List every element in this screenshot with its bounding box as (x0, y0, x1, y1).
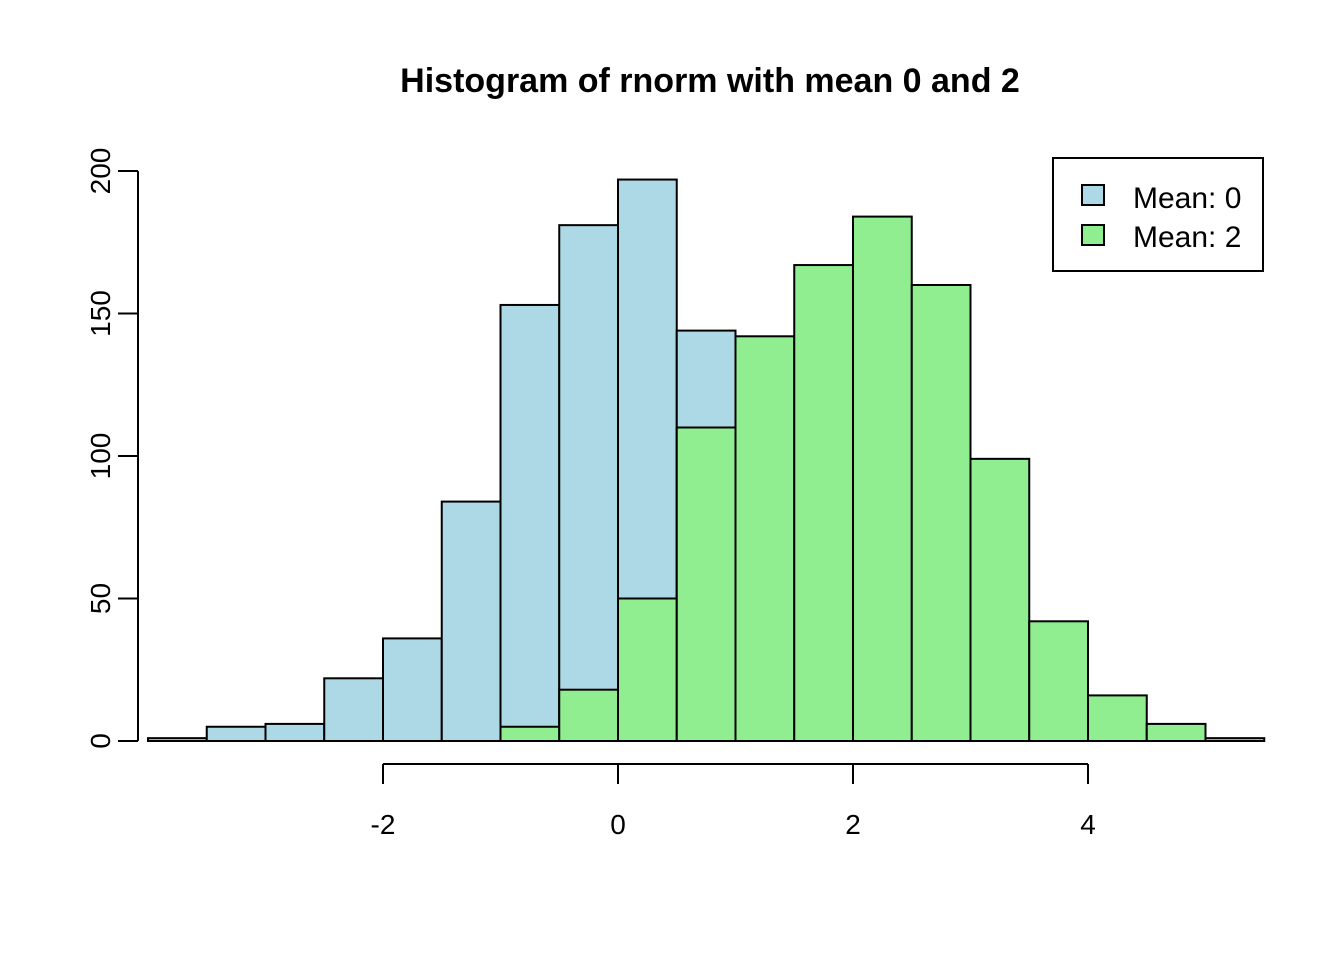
legend-swatch-mean-2 (1081, 224, 1105, 246)
legend-swatch-mean-0 (1081, 184, 1105, 206)
y-axis: 0 50 100 150 200 (85, 148, 139, 749)
x-tick-label: 2 (845, 809, 861, 840)
bar-mean-2-11 (1145, 722, 1207, 743)
x-tick-label: 0 (610, 809, 626, 840)
bar-mean-2-7 (910, 284, 972, 742)
bar-mean-0-2 (264, 722, 326, 743)
bar-mean-2-6 (852, 215, 913, 743)
bar-mean-0-1 (205, 725, 267, 742)
series-mean-2-bars (148, 215, 1266, 743)
y-tick-label: 100 (85, 433, 116, 480)
legend-label-mean-2: Mean: 2 (1133, 221, 1241, 254)
bar-mean-2-8 (969, 457, 1031, 742)
legend-label-mean-0: Mean: 0 (1133, 182, 1241, 215)
legend-box (1052, 157, 1264, 272)
bar-mean-0-4 (382, 637, 443, 743)
y-tick-label: 50 (85, 583, 116, 614)
legend: Mean: 0 Mean: 2 (1052, 157, 1264, 272)
bar-mean-2-9 (1028, 620, 1089, 742)
y-tick-label: 0 (85, 733, 116, 749)
bar-mean-0-5 (440, 500, 502, 742)
bar-mean-0-7 (558, 224, 619, 742)
x-tick-label: -2 (371, 809, 396, 840)
bar-mean-0-6 (499, 303, 561, 742)
bar-mean-2-10 (1087, 694, 1148, 743)
bar-mean-2-5 (793, 264, 854, 742)
chart-title: Histogram of rnorm with mean 0 and 2 (400, 62, 1020, 100)
bar-mean-2-0 (499, 725, 561, 742)
bar-mean-2-3 (675, 426, 737, 742)
bar-mean-0-3 (323, 677, 384, 742)
series-mean-0-bars (147, 178, 737, 743)
y-tick-label: 150 (85, 290, 116, 337)
bar-mean-2-1 (558, 688, 619, 743)
bar-mean-2-4 (734, 335, 796, 742)
x-axis: -2 0 2 4 (371, 763, 1096, 840)
bar-mean-2-2 (617, 597, 678, 742)
x-tick-label: 4 (1080, 809, 1096, 840)
y-tick-label: 200 (85, 148, 116, 195)
